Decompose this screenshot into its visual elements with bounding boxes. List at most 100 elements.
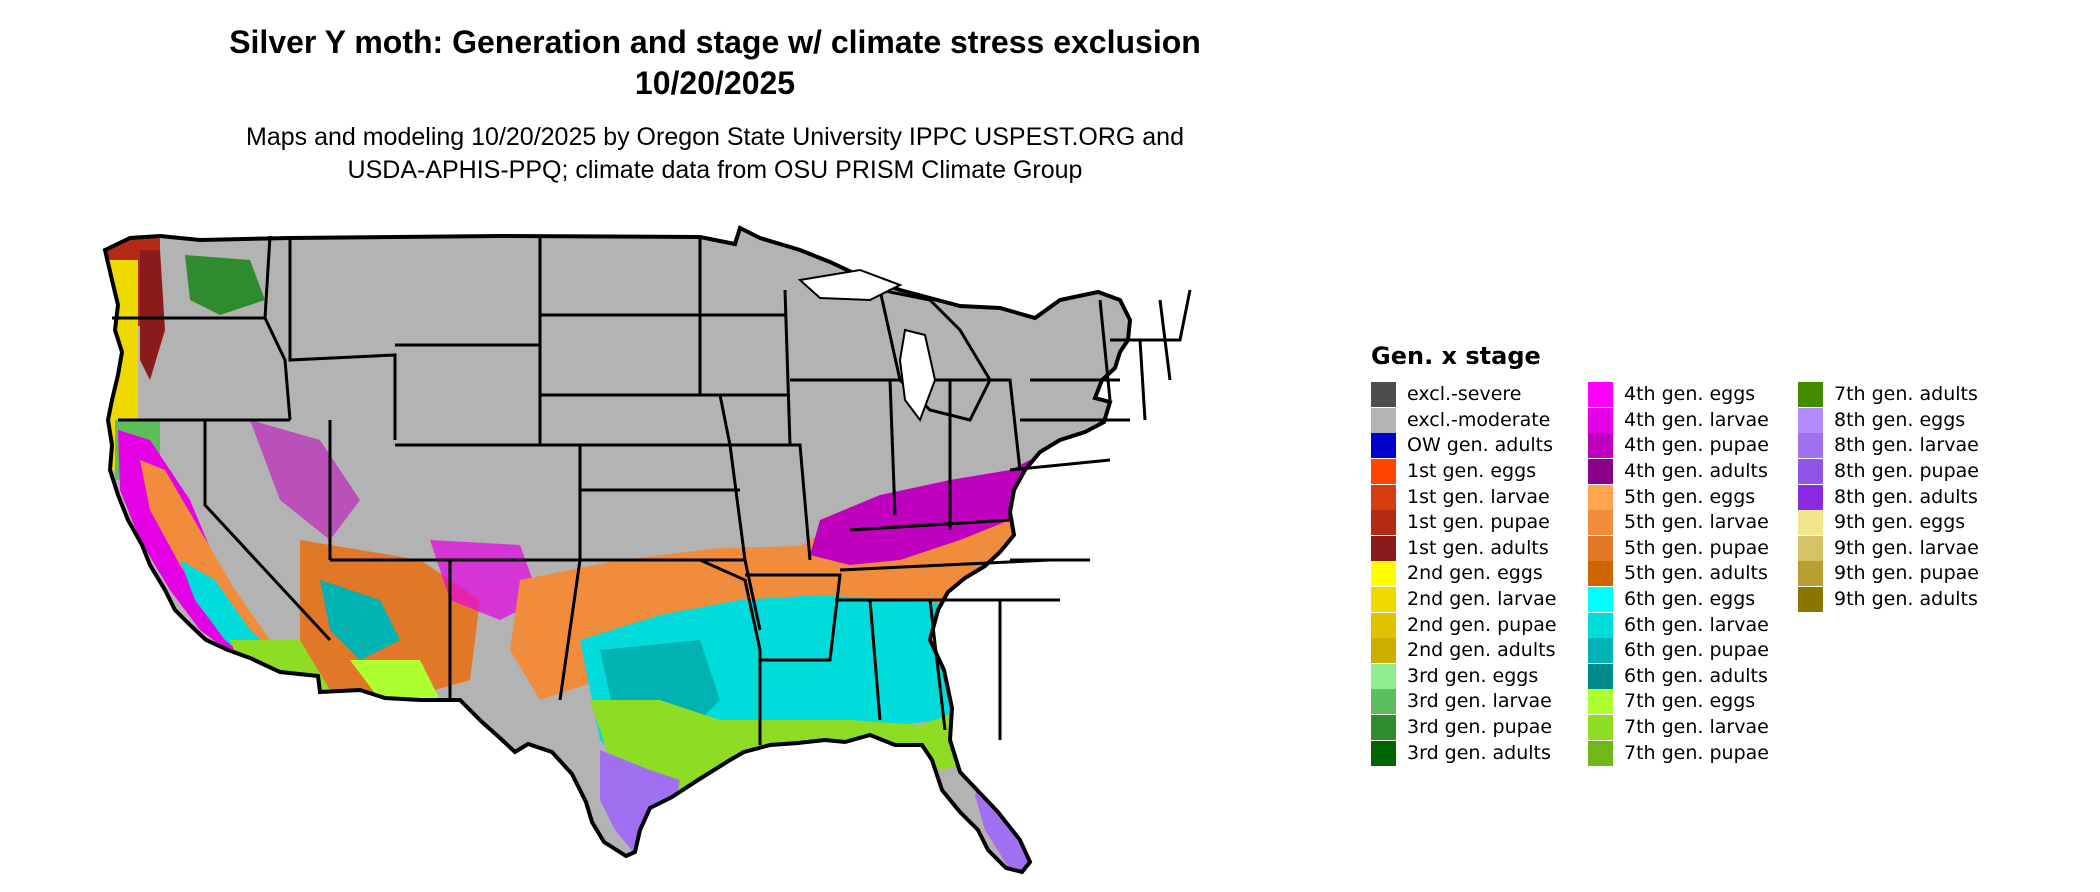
legend-item: 2nd gen. eggs [1371,561,1557,587]
va-pa-ny-border [1009,299,1130,472]
legend-column-2: 4th gen. eggs 4th gen. larvae 4th gen. pup… [1588,382,1769,766]
legend-item: 7th gen. adults [1798,382,1979,408]
legend-label: 1st gen. larvae [1407,485,1550,508]
legend-swatch [1588,484,1613,510]
legend-swatch [1371,433,1396,459]
mt-border [288,236,397,440]
legend-item: 6th gen. eggs [1588,587,1769,613]
legend-item: 3rd gen. pupae [1371,715,1557,741]
lake-michigan [898,328,937,423]
legend-label: 6th gen. adults [1624,664,1768,687]
legend-label: 3rd gen. larvae [1407,690,1552,713]
title-line-2: 10/20/2025 [634,65,796,101]
legend-label: 9th gen. eggs [1834,511,1966,534]
legend-swatch [1588,715,1613,741]
wa-3rd-gen-zone [185,255,265,315]
legend-item: 2nd gen. larvae [1371,587,1557,613]
legend-swatch [1588,663,1613,689]
legend-label: 3rd gen. eggs [1407,664,1539,687]
legend-label: 8th gen. eggs [1834,408,1966,431]
legend-item: 7th gen. larvae [1588,715,1769,741]
legend-label: 5th gen. adults [1624,562,1768,585]
dakotas-border [538,236,720,397]
legend-item: 1st gen. larvae [1371,484,1557,510]
legend-item: 7th gen. pupae [1588,740,1769,766]
legend-item: 8th gen. pupae [1798,459,1979,485]
legend-swatch [1371,561,1396,587]
legend-swatch [1588,740,1613,766]
legend-swatch [1371,510,1396,536]
legend-swatch [1798,459,1823,485]
legend-item: 1st gen. pupae [1371,510,1557,536]
legend-swatch [1588,459,1613,485]
legend-swatch [1798,407,1823,433]
legend-label: 7th gen. eggs [1624,690,1756,713]
lake-superior [797,268,903,302]
legend-item: 7th gen. eggs [1588,689,1769,715]
legend-item: 9th gen. adults [1798,587,1979,613]
legend-label: 4th gen. eggs [1624,383,1756,406]
ky-tn-border [839,518,1051,572]
legend-item: 3rd gen. larvae [1371,689,1557,715]
legend-swatch [1371,638,1396,664]
legend-item: 8th gen. eggs [1798,407,1979,434]
wi-il-in-oh-border [783,289,1022,530]
legend-swatch [1588,587,1613,613]
legend-item: 2nd gen. adults [1371,638,1557,664]
legend-column-3: 7th gen. adults 8th gen. eggs 8th gen. lar… [1798,382,1979,613]
legend-label: 5th gen. larvae [1624,511,1769,534]
legend-swatch [1371,689,1396,715]
legend-swatch [1798,433,1823,459]
legend-swatch [1588,561,1613,587]
legend-item: 3rd gen. adults [1371,740,1557,766]
legend-item: 8th gen. larvae [1798,433,1979,459]
legend-swatch [1588,612,1613,638]
legend-swatch [1798,510,1823,536]
legend-item: 4th gen. pupae [1588,433,1769,459]
legend-label: 8th gen. larvae [1834,434,1979,457]
legend-item: 6th gen. pupae [1588,638,1769,664]
legend-label: 2nd gen. pupae [1407,613,1557,636]
legend-item: 4th gen. adults [1588,459,1769,485]
legend-label: 3rd gen. pupae [1407,716,1553,739]
legend-swatch [1371,407,1396,433]
title-line-1: Silver Y moth: Generation and stage w/ c… [229,24,1201,60]
legend-swatch [1371,612,1396,638]
legend-item: 3rd gen. eggs [1371,663,1557,690]
legend-swatch [1588,535,1613,561]
legend-item: 9th gen. larvae [1798,535,1979,562]
legend-item: 6th gen. larvae [1588,612,1769,638]
legend-label: 2nd gen. eggs [1407,562,1543,585]
legend-title: Gen. x stage [1371,342,1541,370]
legend-label: 9th gen. adults [1834,588,1978,611]
legend-label: 4th gen. pupae [1624,434,1769,457]
legend-label: 1st gen. eggs [1407,460,1537,483]
legend-swatch [1588,407,1613,433]
legend-item: 5th gen. larvae [1588,510,1769,536]
legend-label: OW gen. adults [1407,434,1554,457]
subtitle-line-1: Maps and modeling 10/20/2025 by Oregon S… [246,123,1184,151]
arizona-6th-gen-zone [320,580,400,660]
arizona-7th-gen-zone [350,660,440,700]
id-west-border [263,235,292,421]
legend-label: excl.-moderate [1407,408,1551,431]
ar-la-border [745,573,842,662]
legend-item: 5th gen. adults [1588,561,1769,587]
legend-label: 7th gen. adults [1834,383,1978,406]
legend-item: 1st gen. eggs [1371,459,1557,485]
legend-swatch [1588,510,1613,536]
legend-item: 9th gen. pupae [1798,561,1979,587]
legend-swatch [1588,638,1613,664]
legend-label: excl.-severe [1407,383,1522,406]
legend-label: 2nd gen. larvae [1407,588,1557,611]
subtitle-line-2: USDA-APHIS-PPQ; climate data from OSU PR… [347,156,1083,184]
east-coast-4th-gen-eggs-zone [1130,420,1180,480]
legend-swatch [1798,484,1823,510]
great-basin-magenta-zone [250,420,360,540]
legend-label: 6th gen. eggs [1624,588,1756,611]
legend-label: 1st gen. pupae [1407,511,1550,534]
legend-label: 2nd gen. adults [1407,639,1556,662]
legend-label: 8th gen. pupae [1834,460,1979,483]
legend-swatch [1371,587,1396,613]
legend-swatch [1798,587,1823,613]
